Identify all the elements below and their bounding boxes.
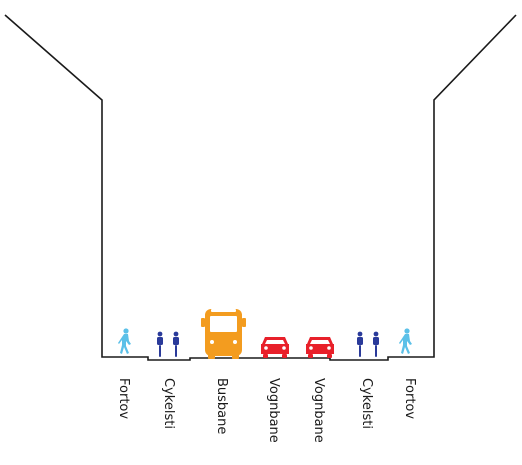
pedestrian-icon — [399, 328, 412, 354]
car-icon — [306, 337, 334, 358]
lane-label-vognbane-1: Vognbane — [266, 378, 281, 443]
cyclist-icon — [357, 331, 363, 357]
cyclist-icon — [157, 331, 163, 357]
pedestrian-icon — [118, 328, 131, 354]
cyclist-icon — [373, 331, 379, 357]
lane-label-cykelsti-right: Cykelsti — [359, 378, 374, 429]
cyclist-icon — [173, 331, 179, 357]
bus-icon — [201, 309, 246, 359]
lane-label-cykelsti-left: Cykelsti — [161, 378, 176, 429]
car-icon — [261, 337, 289, 358]
lane-label-busbane: Busbane — [214, 378, 229, 434]
lane-label-vognbane-2: Vognbane — [311, 378, 326, 443]
lane-label-fortov-left: Fortov — [116, 378, 131, 419]
street-profile-outline — [4, 14, 517, 361]
lane-label-fortov-right: Fortov — [402, 378, 417, 419]
